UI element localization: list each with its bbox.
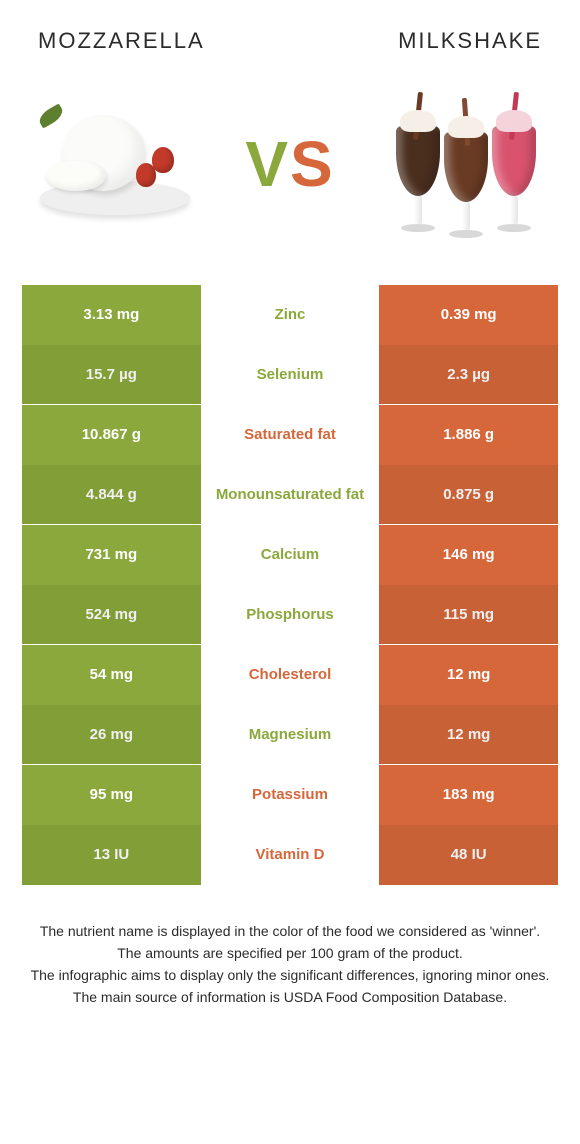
right-value: 12 mg <box>379 705 558 765</box>
table-row: 524 mgPhosphorus115 mg <box>22 585 558 645</box>
table-row: 26 mgMagnesium12 mg <box>22 705 558 765</box>
right-value: 48 IU <box>379 825 558 885</box>
table-row: 54 mgCholesterol12 mg <box>22 645 558 705</box>
footer-line: The infographic aims to display only the… <box>30 965 550 985</box>
table-row: 15.7 µgSelenium2.3 µg <box>22 345 558 405</box>
table-row: 13 IUVitamin D48 IU <box>22 825 558 885</box>
right-value: 0.875 g <box>379 465 558 525</box>
right-food-title: Milkshake <box>398 28 542 54</box>
vs-v: V <box>245 128 290 200</box>
right-value: 183 mg <box>379 765 558 825</box>
left-value: 524 mg <box>22 585 201 645</box>
header: Mozzarella Milkshake <box>0 0 580 64</box>
nutrient-name: Cholesterol <box>201 645 380 705</box>
nutrient-name: Calcium <box>201 525 380 585</box>
right-value: 0.39 mg <box>379 285 558 345</box>
table-row: 4.844 gMonounsaturated fat0.875 g <box>22 465 558 525</box>
right-value: 12 mg <box>379 645 558 705</box>
table-row: 10.867 gSaturated fat1.886 g <box>22 405 558 465</box>
right-value: 1.886 g <box>379 405 558 465</box>
mozzarella-image <box>30 79 200 249</box>
footer-notes: The nutrient name is displayed in the co… <box>0 885 580 1008</box>
left-value: 26 mg <box>22 705 201 765</box>
right-value: 115 mg <box>379 585 558 645</box>
footer-line: The main source of information is USDA F… <box>30 987 550 1007</box>
right-value: 146 mg <box>379 525 558 585</box>
hero: VS <box>0 64 580 284</box>
nutrient-name: Zinc <box>201 285 380 345</box>
right-value: 2.3 µg <box>379 345 558 405</box>
table-row: 731 mgCalcium146 mg <box>22 525 558 585</box>
left-value: 731 mg <box>22 525 201 585</box>
left-food-title: Mozzarella <box>38 28 205 54</box>
left-value: 54 mg <box>22 645 201 705</box>
nutrient-name: Saturated fat <box>201 405 380 465</box>
nutrient-table: 3.13 mgZinc0.39 mg15.7 µgSelenium2.3 µg1… <box>22 284 558 885</box>
left-value: 15.7 µg <box>22 345 201 405</box>
left-value: 95 mg <box>22 765 201 825</box>
table-row: 3.13 mgZinc0.39 mg <box>22 285 558 345</box>
vs-s: S <box>290 128 335 200</box>
nutrient-name: Magnesium <box>201 705 380 765</box>
left-value: 3.13 mg <box>22 285 201 345</box>
nutrient-name: Vitamin D <box>201 825 380 885</box>
footer-line: The amounts are specified per 100 gram o… <box>30 943 550 963</box>
nutrient-name: Potassium <box>201 765 380 825</box>
nutrient-name: Monounsaturated fat <box>201 465 380 525</box>
left-value: 10.867 g <box>22 405 201 465</box>
footer-line: The nutrient name is displayed in the co… <box>30 921 550 941</box>
left-value: 13 IU <box>22 825 201 885</box>
nutrient-name: Selenium <box>201 345 380 405</box>
vs-label: VS <box>245 127 334 201</box>
milkshake-image <box>380 79 550 249</box>
table-row: 95 mgPotassium183 mg <box>22 765 558 825</box>
nutrient-name: Phosphorus <box>201 585 380 645</box>
left-value: 4.844 g <box>22 465 201 525</box>
